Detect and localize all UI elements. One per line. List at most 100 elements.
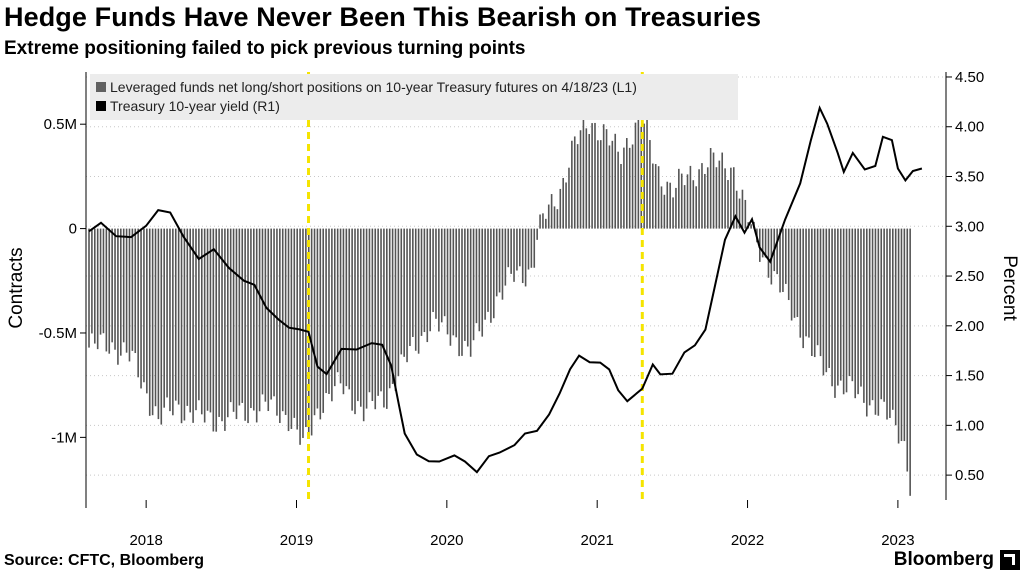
y-tick-label-right: 3.50 [955,169,984,186]
position-bar [449,228,452,346]
legend: Leveraged funds net long/short positions… [90,74,738,120]
position-bar [857,228,859,395]
position-bar [264,228,267,402]
position-bar [620,164,622,229]
position-bar [224,228,226,431]
yield-line [88,105,923,474]
position-bar [96,228,99,350]
position-bar [261,228,264,395]
position-bar [516,228,518,271]
axes: 0.5M 0 -0.5M -1M 4.50 4.00 3.50 3.00 2.50 2.00 1.5… [39,69,985,549]
legend-label-positions: Leveraged funds net long/short positions… [110,79,637,95]
position-bar [88,228,90,348]
position-bar [906,228,909,472]
position-bar [154,228,157,407]
position-bar [796,228,799,318]
position-bar [394,228,397,392]
y-tick-label-right: 2.50 [955,268,984,285]
position-bar [669,182,671,229]
position-bar [313,228,316,416]
position-bar [325,228,327,394]
y-tick-label-left: 0.5M [44,116,77,133]
position-bar [521,228,524,284]
position-bar [894,228,897,426]
position-bar [553,206,556,229]
position-bar [244,228,246,421]
position-bar [114,228,116,350]
position-bar [599,140,602,229]
position-bar [730,167,732,229]
position-bar [727,180,729,229]
position-bar [420,228,423,336]
position-bar [498,228,501,293]
position-bar [605,129,608,229]
position-bar [808,228,810,338]
position-bar [750,224,752,229]
position-bar [785,228,787,284]
position-bar [414,228,417,351]
position-bar [652,163,654,229]
position-bar [889,228,891,418]
position-bar [374,228,377,410]
position-bar [582,117,585,229]
position-bar [845,228,848,393]
position-bar [559,188,562,229]
chart-subtitle: Extreme positioning failed to pick previ… [4,38,526,59]
position-bar [842,228,845,395]
y-tick-label-right: 1.50 [955,368,984,385]
position-bar [828,228,830,368]
position-bar [137,228,139,378]
position-bar [452,228,455,336]
x-tick-label: 2020 [430,532,463,549]
position-bar [478,228,481,332]
position-bar [863,228,865,403]
position-bar [215,228,218,432]
position-bar [683,185,686,229]
position-bar [140,228,142,389]
position-bar [799,228,802,338]
position-bar [426,228,429,343]
position-bar [880,228,883,400]
position-bar [834,228,836,398]
position-bar [446,228,449,335]
position-bar [510,228,512,274]
position-bar [105,228,108,352]
position-bar [657,166,660,229]
position-bar [299,228,301,445]
position-bar [348,228,351,390]
position-bar [198,228,200,401]
position-bar [177,228,180,405]
position-bar [169,228,171,412]
y-tick-label-right: 0.50 [955,467,984,484]
position-bar [391,228,394,384]
position-bar [591,123,593,229]
position-bar [704,173,706,229]
position-bar [490,228,492,323]
x-tick-label: 2022 [731,532,764,549]
position-bar [504,228,507,286]
position-bar [692,180,695,229]
position-bar [634,122,637,229]
position-bar [166,228,168,398]
position-bar [909,228,911,496]
position-bar [279,228,281,423]
position-bar [192,228,194,423]
position-bar [157,228,160,420]
position-bar [357,228,359,402]
position-bar [400,228,403,355]
position-bar [706,167,709,229]
position-bar [345,228,348,387]
position-bar [276,228,278,416]
position-bar [354,228,356,415]
position-bar [281,228,284,412]
position-bar [571,140,573,229]
position-bar [319,228,322,420]
position-bar [368,228,371,393]
position-bar [180,228,183,424]
position-bar [206,228,209,411]
position-bar [134,228,137,354]
position-bar [481,228,484,337]
position-bar [744,199,747,229]
position-bar [579,130,582,229]
y-tick-label-left: -1M [51,429,77,446]
